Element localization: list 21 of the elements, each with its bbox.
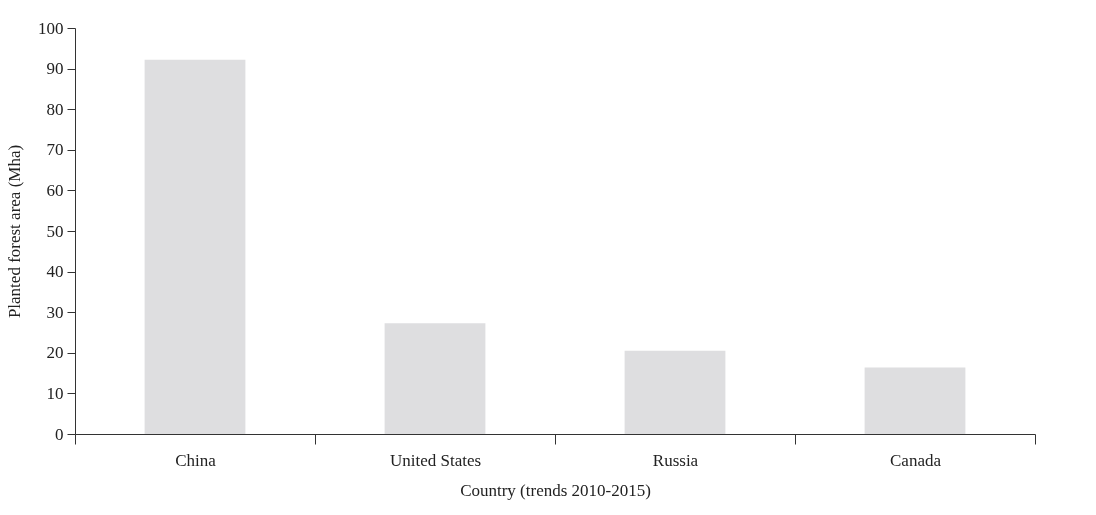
y-tick-label: 10 — [46, 383, 64, 403]
y-tick-label: 60 — [46, 180, 64, 200]
bar — [864, 367, 966, 434]
y-tick-label: 70 — [46, 140, 64, 160]
x-tick-label: Canada — [890, 450, 942, 470]
x-tick-label: Russia — [652, 450, 699, 470]
x-axis-title: Country (trends 2010-2015) — [460, 480, 651, 500]
y-tick-label: 80 — [46, 99, 64, 119]
x-tick-label: United States — [389, 450, 482, 470]
bar — [144, 59, 246, 434]
y-tick-label: 20 — [46, 343, 64, 363]
bar — [624, 350, 726, 434]
x-tick-label: China — [175, 450, 217, 470]
bar — [384, 323, 486, 434]
y-tick-label: 30 — [46, 302, 64, 322]
y-tick-label: 90 — [46, 59, 64, 79]
y-tick-label: 40 — [46, 262, 64, 282]
y-tick-label: 0 — [55, 424, 64, 444]
y-tick-label: 50 — [46, 221, 64, 241]
y-axis-title: Planted forest area (Mha) — [5, 144, 24, 319]
y-tick-label: 100 — [38, 18, 64, 38]
